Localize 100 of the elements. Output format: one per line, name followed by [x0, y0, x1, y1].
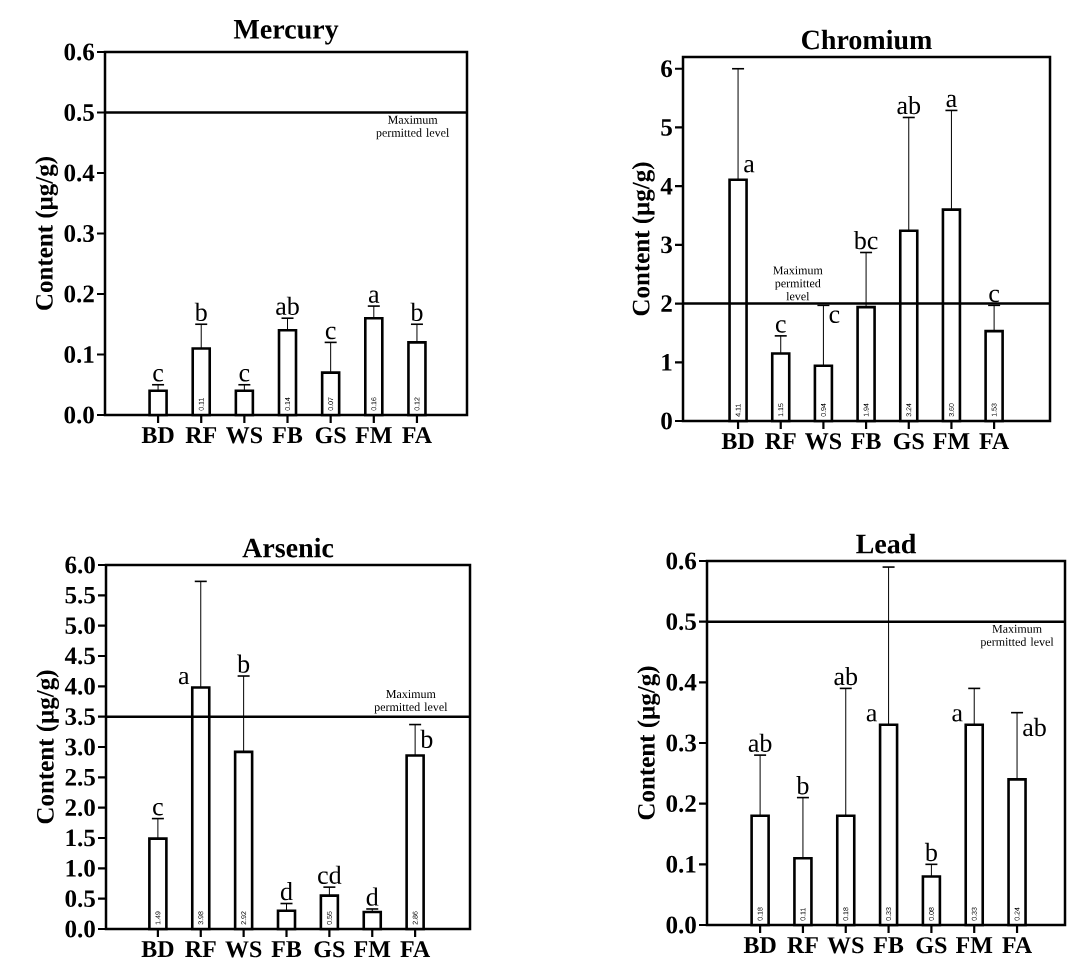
- x-tick-label: FB: [873, 937, 904, 953]
- annotation: a: [368, 290, 380, 303]
- x-tick-label: RF: [185, 427, 217, 443]
- y-tick-label: 0.4: [666, 673, 697, 691]
- x-tick-label: WS: [805, 433, 842, 450]
- y-tick-label: 0.3: [666, 734, 696, 752]
- x-tick-label: FB: [271, 941, 302, 957]
- y-tick-label: 5.5: [65, 586, 95, 604]
- x-tick-label: RF: [185, 941, 216, 957]
- annotation: a: [952, 709, 963, 722]
- y-tick-label: 2.5: [65, 768, 95, 786]
- annotation: c: [829, 310, 840, 324]
- annotation: ab: [1023, 717, 1046, 737]
- ref-line-label: Maximum permitted level: [374, 689, 448, 714]
- chart-title: Lead: [856, 533, 917, 554]
- x-tick-label: BD: [743, 937, 776, 953]
- y-tick-label: 0.0: [65, 920, 95, 938]
- annotation: d: [280, 882, 293, 901]
- y-tick-label: 1.0: [66, 859, 95, 877]
- y-axis-title: Content (μg/g): [35, 157, 59, 310]
- y-axis-title: Content (μg/g): [36, 670, 60, 824]
- y-tick-label: 0.2: [64, 285, 94, 303]
- x-tick-label: FM: [354, 941, 391, 957]
- y-tick-label: 4.0: [64, 677, 95, 695]
- y-tick-label: 0.0: [64, 406, 94, 424]
- annotation: b: [410, 302, 423, 322]
- annotation: b: [420, 729, 433, 749]
- x-tick-label: GS: [314, 941, 345, 958]
- x-tick-label: WS: [226, 427, 263, 444]
- annotation: b: [237, 654, 250, 673]
- y-tick-label: 1: [662, 354, 672, 371]
- annotation: c: [239, 369, 250, 382]
- y-tick-label: 0.3: [64, 225, 94, 242]
- x-tick-label: FM: [355, 427, 392, 443]
- x-tick-label: WS: [225, 941, 262, 958]
- annotation: ab: [897, 95, 921, 115]
- annotation: b: [924, 842, 937, 862]
- y-tick-label: 3.5: [65, 708, 95, 726]
- y-tick-label: 1.5: [66, 829, 95, 847]
- x-tick-label: BD: [721, 433, 754, 449]
- y-tick-label: 2.0: [65, 799, 95, 817]
- y-tick-label: 0.0: [666, 916, 696, 934]
- annotation: a: [744, 160, 755, 173]
- y-axis-title: Content (μg/g): [631, 162, 655, 316]
- y-tick-label: 0.2: [666, 795, 696, 813]
- y-axis-title: Content (μg/g): [637, 666, 661, 820]
- y-tick-label: 0.6: [64, 43, 95, 61]
- annotation: a: [178, 671, 190, 685]
- y-tick-label: 6: [661, 60, 673, 78]
- annotation: d: [366, 887, 379, 906]
- annotation: a: [866, 709, 878, 722]
- annotation: c: [989, 289, 1000, 303]
- x-tick-label: WS: [827, 937, 864, 954]
- ref-line-label: Maximum permitted level: [980, 624, 1054, 649]
- annotation: c: [153, 802, 163, 816]
- x-tick-label: BD: [141, 427, 174, 443]
- annotation: b: [796, 776, 809, 795]
- annotation: ab: [748, 733, 772, 752]
- y-tick-label: 0: [661, 412, 672, 430]
- chart-title: Mercury: [233, 20, 339, 45]
- annotation: a: [946, 94, 957, 108]
- y-tick-label: 0.6: [666, 552, 697, 570]
- annotation: ab: [276, 296, 299, 315]
- x-tick-label: RF: [787, 937, 818, 953]
- annotation: b: [194, 302, 207, 322]
- y-tick-label: 0.1: [666, 855, 696, 873]
- x-tick-label: RF: [765, 433, 796, 449]
- ref-line-label: Maximum permitted level: [376, 115, 450, 140]
- x-tick-label: GS: [893, 433, 924, 450]
- chart-title: Arsenic: [242, 537, 334, 558]
- x-tick-label: FA: [400, 941, 431, 958]
- y-tick-label: 3.0: [65, 738, 95, 756]
- annotation: c: [153, 369, 164, 382]
- x-tick-label: FM: [933, 433, 970, 449]
- x-tick-label: FB: [272, 427, 303, 443]
- x-tick-label: FM: [955, 937, 993, 953]
- x-tick-label: FA: [1002, 937, 1032, 954]
- annotation: ab: [834, 666, 858, 686]
- y-tick-label: 0.5: [64, 104, 94, 121]
- ref-line-label: Maximum permitted level: [773, 266, 823, 301]
- y-tick-label: 2: [661, 295, 672, 312]
- y-tick-label: 4: [660, 177, 673, 195]
- annotation: c: [325, 326, 336, 340]
- y-tick-label: 0.1: [64, 346, 94, 363]
- annotation: cd: [318, 865, 342, 884]
- x-tick-label: BD: [141, 941, 174, 957]
- annotation: c: [775, 320, 786, 333]
- y-tick-label: 4.5: [64, 647, 95, 665]
- x-tick-label: GS: [315, 427, 346, 444]
- x-tick-label: FB: [851, 433, 881, 449]
- x-tick-label: FA: [402, 427, 432, 444]
- y-tick-label: 0.5: [65, 890, 95, 908]
- y-tick-label: 0.5: [666, 613, 696, 631]
- chart-title: Chromium: [802, 29, 932, 50]
- x-tick-label: GS: [916, 937, 947, 954]
- annotation: bc: [853, 231, 878, 250]
- x-tick-label: FA: [979, 433, 1010, 450]
- y-tick-label: 5: [661, 119, 672, 136]
- y-tick-label: 5.0: [65, 617, 95, 635]
- y-tick-label: 3: [661, 236, 672, 254]
